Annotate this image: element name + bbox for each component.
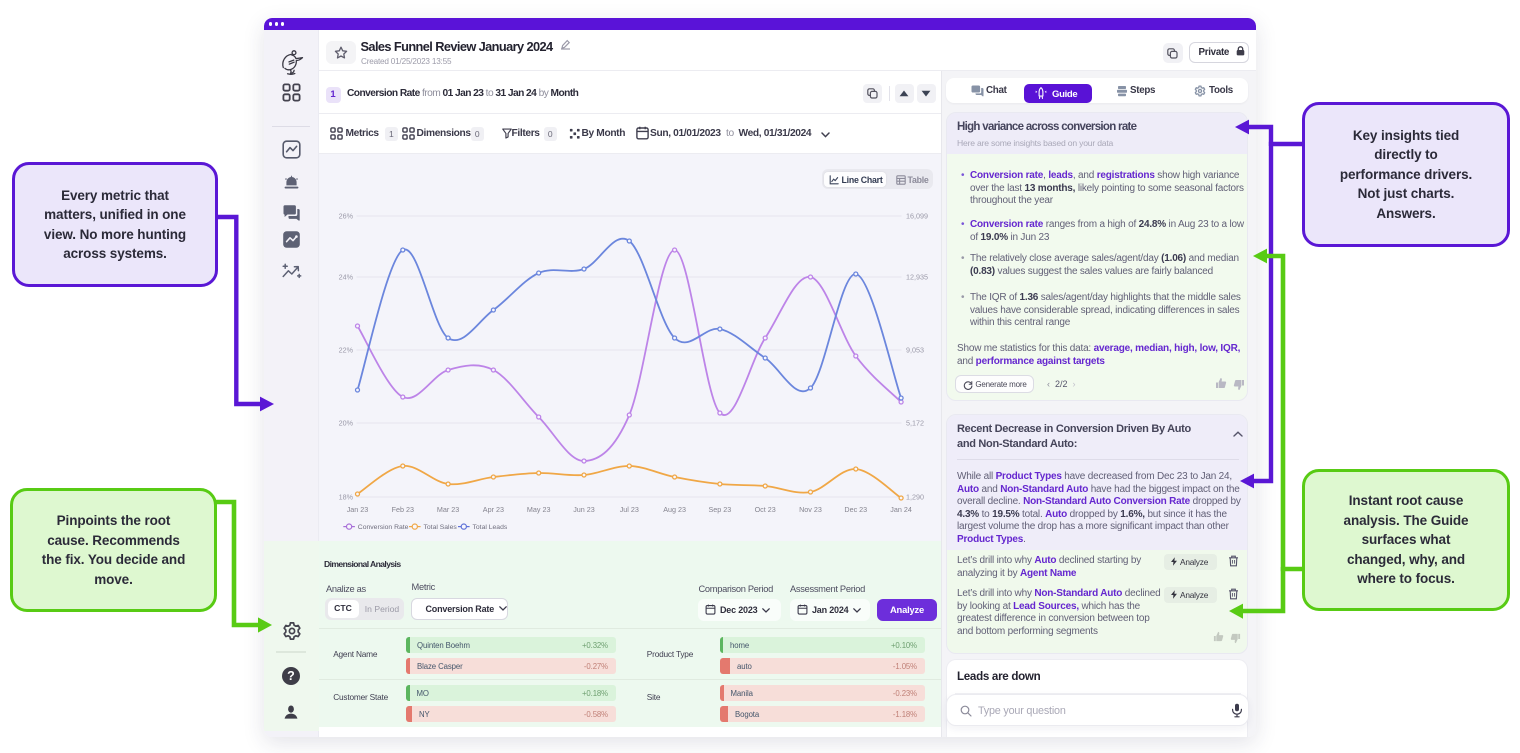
svg-text:18%: 18% bbox=[338, 493, 353, 502]
svg-text:Apr 23: Apr 23 bbox=[482, 505, 503, 514]
svg-text:16,099: 16,099 bbox=[906, 212, 928, 221]
svg-text:Jul 23: Jul 23 bbox=[619, 505, 638, 514]
svg-text:Jun 23: Jun 23 bbox=[573, 505, 595, 514]
svg-text:5,172: 5,172 bbox=[906, 419, 924, 428]
svg-text:9,053: 9,053 bbox=[906, 346, 924, 355]
svg-text:Conversion Rate: Conversion Rate bbox=[357, 524, 408, 531]
svg-text:1,290: 1,290 bbox=[906, 493, 924, 502]
svg-text:Oct 23: Oct 23 bbox=[754, 505, 775, 514]
svg-text:Jan 23: Jan 23 bbox=[346, 505, 368, 514]
svg-text:20%: 20% bbox=[338, 419, 353, 428]
svg-text:Mar 23: Mar 23 bbox=[436, 505, 458, 514]
svg-text:Total Sales: Total Sales bbox=[423, 524, 457, 531]
svg-text:Sep 23: Sep 23 bbox=[708, 505, 731, 514]
svg-text:24%: 24% bbox=[338, 273, 353, 282]
svg-text:22%: 22% bbox=[338, 346, 353, 355]
svg-text:May 23: May 23 bbox=[526, 505, 550, 514]
svg-text:26%: 26% bbox=[338, 212, 353, 221]
svg-text:Jan 24: Jan 24 bbox=[890, 505, 912, 514]
svg-text:Nov 23: Nov 23 bbox=[799, 505, 822, 514]
svg-text:Dec 23: Dec 23 bbox=[844, 505, 867, 514]
svg-text:Total Leads: Total Leads bbox=[472, 524, 507, 531]
svg-text:12,935: 12,935 bbox=[906, 273, 928, 282]
svg-text:Feb 23: Feb 23 bbox=[391, 505, 413, 514]
svg-text:Aug 23: Aug 23 bbox=[663, 505, 686, 514]
